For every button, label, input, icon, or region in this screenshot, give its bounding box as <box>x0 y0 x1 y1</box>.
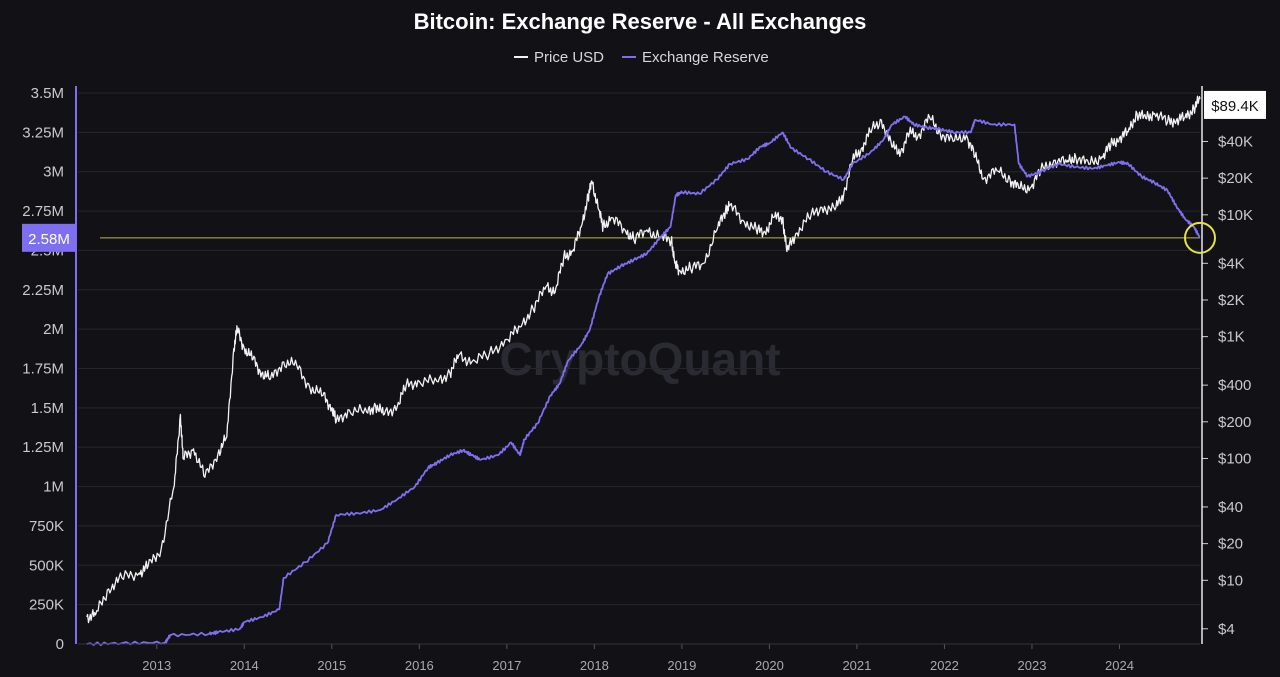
left-tick-label: 2.75M <box>22 203 64 220</box>
left-tick-label: 3.5M <box>31 85 64 102</box>
x-tick-label: 2019 <box>667 658 696 673</box>
right-tick-label: $1K <box>1218 329 1245 346</box>
latest-point-highlight <box>1184 221 1216 254</box>
left-tick-label: 750K <box>29 518 64 535</box>
chart-title: Bitcoin: Exchange Reserve - All Exchange… <box>414 9 867 34</box>
legend-item-price[interactable]: Price USD <box>514 49 604 66</box>
right-current-badge: $89.4K <box>1204 90 1266 119</box>
legend-label-reserve: Exchange Reserve <box>642 49 769 66</box>
axes: 0250K500K750K1M1.25M1.5M1.75M2M2.25M2.5M… <box>22 85 1253 673</box>
right-current-badge-box <box>1204 90 1266 119</box>
legend-label-price: Price USD <box>534 49 604 66</box>
right-tick-label: $4 <box>1218 621 1235 638</box>
x-tick-label: 2017 <box>492 658 521 673</box>
x-tick-label: 2024 <box>1105 658 1134 673</box>
left-tick-label: 2.25M <box>22 282 64 299</box>
grid-lines <box>78 92 1200 606</box>
right-tick-label: $100 <box>1218 450 1251 467</box>
right-tick-label: $20 <box>1218 536 1243 553</box>
left-current-badge-box <box>22 223 76 252</box>
left-tick-label: 1M <box>43 479 64 496</box>
left-tick-label: 250K <box>29 597 64 614</box>
series-layer <box>86 95 1201 646</box>
left-current-badge: 2.58M <box>22 223 76 252</box>
left-current-value: 2.58M <box>28 231 70 248</box>
left-tick-label: 1.5M <box>31 400 64 417</box>
x-tick-label: 2016 <box>405 658 434 673</box>
exchange-reserve-line <box>86 115 1201 646</box>
right-tick-label: $20K <box>1218 170 1253 187</box>
left-tick-label: 1.75M <box>22 361 64 378</box>
right-tick-label: $40 <box>1218 499 1243 516</box>
right-tick-label: $200 <box>1218 414 1251 431</box>
left-tick-label: 1.25M <box>22 439 64 456</box>
x-tick-label: 2015 <box>317 658 346 673</box>
right-tick-label: $40K <box>1218 133 1253 150</box>
left-tick-label: 3.25M <box>22 124 64 141</box>
x-tick-label: 2014 <box>230 658 259 673</box>
left-tick-label: 500K <box>29 557 64 574</box>
x-tick-label: 2013 <box>142 658 171 673</box>
x-tick-label: 2023 <box>1018 658 1047 673</box>
legend: Price USD Exchange Reserve <box>514 49 769 66</box>
right-tick-label: $400 <box>1218 377 1251 394</box>
marker-layer: 2.58M $89.4K <box>22 90 1266 254</box>
left-tick-label: 2M <box>43 321 64 338</box>
x-tick-label: 2022 <box>930 658 959 673</box>
x-tick-label: 2021 <box>842 658 871 673</box>
right-tick-label: $10 <box>1218 572 1243 589</box>
right-tick-label: $2K <box>1218 292 1245 309</box>
left-tick-label: 3M <box>43 164 64 181</box>
watermark: CryptoQuant <box>499 333 780 385</box>
x-tick-label: 2018 <box>580 658 609 673</box>
right-current-value: $89.4K <box>1211 98 1259 115</box>
x-tick-label: 2020 <box>755 658 784 673</box>
right-tick-label: $4K <box>1218 255 1245 272</box>
right-tick-label: $10K <box>1218 207 1253 224</box>
left-tick-label: 0 <box>56 636 64 653</box>
legend-item-reserve[interactable]: Exchange Reserve <box>622 49 769 66</box>
